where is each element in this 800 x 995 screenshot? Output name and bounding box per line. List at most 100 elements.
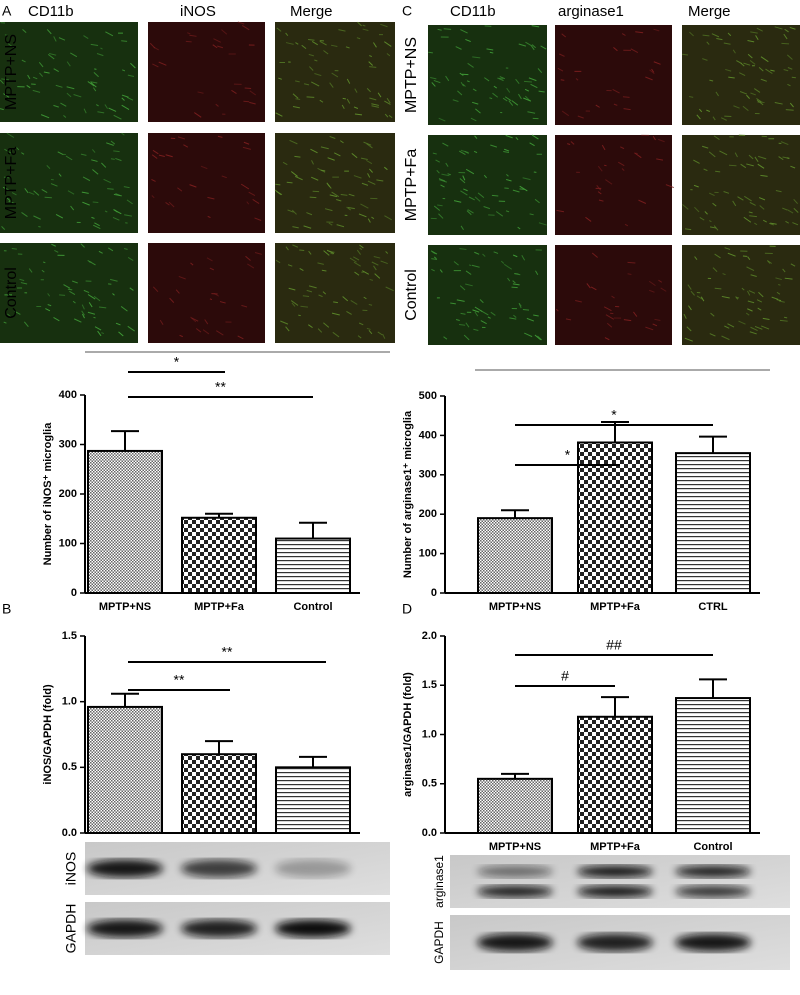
- speckle: [327, 157, 335, 161]
- speckle: [291, 209, 297, 215]
- micrograph: [148, 22, 265, 122]
- y-tick-label: 200: [59, 488, 77, 500]
- speckle: [474, 135, 478, 139]
- speckle: [332, 331, 340, 338]
- micrograph: [682, 25, 800, 125]
- speckle: [330, 252, 334, 255]
- y-tick-label: 100: [419, 548, 437, 560]
- speckle: [472, 56, 481, 59]
- speckle: [53, 316, 60, 322]
- speckle: [686, 326, 692, 332]
- column-label: arginase1: [558, 3, 624, 20]
- bar: [181, 516, 257, 595]
- speckle: [14, 310, 21, 315]
- speckle: [694, 206, 700, 213]
- speckle: [759, 205, 765, 210]
- speckle: [247, 263, 255, 269]
- speckle: [22, 28, 27, 33]
- speckle: [369, 97, 377, 101]
- speckle: [58, 173, 62, 177]
- bar: [577, 441, 653, 594]
- speckle: [66, 86, 75, 90]
- speckle: [367, 180, 376, 185]
- speckle: [725, 68, 732, 72]
- column-label: CD11b: [28, 3, 74, 20]
- blot-band: [477, 933, 553, 952]
- speckle: [55, 84, 63, 88]
- micrograph: [682, 245, 800, 345]
- speckle: [360, 203, 369, 209]
- speckle: [787, 83, 791, 87]
- speckle: [41, 188, 48, 194]
- speckle: [701, 145, 709, 149]
- speckle: [523, 97, 532, 102]
- bar: [87, 449, 163, 594]
- speckle: [369, 66, 377, 68]
- speckle: [756, 99, 764, 106]
- speckle: [689, 31, 694, 37]
- speckle: [107, 188, 114, 190]
- speckle: [46, 29, 52, 35]
- speckle: [457, 90, 463, 96]
- speckle: [350, 300, 358, 305]
- speckle: [428, 51, 433, 54]
- speckle: [748, 154, 754, 160]
- column-label: iNOS: [180, 3, 216, 20]
- speckle: [243, 100, 250, 103]
- blot-band: [87, 859, 163, 878]
- speckle: [652, 136, 656, 141]
- speckle: [455, 46, 462, 50]
- speckle: [441, 173, 450, 177]
- y-tick-label: 0.5: [422, 778, 437, 790]
- speckle: [290, 171, 298, 177]
- speckle: [508, 100, 514, 106]
- speckle: [190, 262, 194, 266]
- speckle: [459, 285, 466, 291]
- speckle: [455, 319, 460, 322]
- speckle: [782, 268, 786, 273]
- speckle: [101, 332, 105, 335]
- speckle: [782, 156, 790, 159]
- micrograph: [275, 133, 395, 233]
- speckle: [514, 273, 521, 276]
- speckle: [585, 216, 592, 222]
- speckle: [97, 330, 102, 337]
- y-tick-label: 400: [419, 429, 437, 441]
- speckle: [460, 149, 469, 154]
- speckle: [241, 25, 250, 31]
- error-bar: [299, 521, 327, 539]
- speckle: [483, 174, 487, 179]
- speckle: [353, 106, 359, 109]
- speckle: [168, 201, 175, 208]
- speckle: [121, 94, 129, 98]
- bar: [275, 766, 351, 834]
- speckle: [359, 244, 364, 249]
- speckle: [740, 163, 747, 169]
- speckle: [489, 97, 493, 100]
- speckle: [158, 61, 167, 66]
- speckle: [627, 261, 636, 264]
- speckle: [123, 248, 128, 250]
- speckle: [450, 302, 456, 305]
- speckle: [126, 96, 134, 101]
- speckle: [341, 104, 345, 110]
- speckle: [104, 104, 108, 109]
- speckle: [537, 335, 543, 341]
- speckle: [285, 32, 289, 37]
- speckle: [758, 291, 764, 298]
- speckle: [506, 87, 511, 93]
- speckle: [92, 201, 99, 203]
- speckle: [275, 112, 283, 117]
- speckle: [320, 146, 329, 150]
- speckle: [73, 94, 82, 98]
- row-label: Control: [403, 269, 420, 321]
- speckle: [237, 335, 244, 340]
- speckle: [522, 308, 530, 311]
- speckle: [81, 310, 86, 316]
- speckle: [747, 300, 755, 304]
- speckle: [779, 300, 785, 303]
- speckle: [534, 334, 542, 341]
- speckle: [221, 175, 227, 179]
- speckle: [113, 114, 122, 120]
- speckle: [178, 275, 186, 280]
